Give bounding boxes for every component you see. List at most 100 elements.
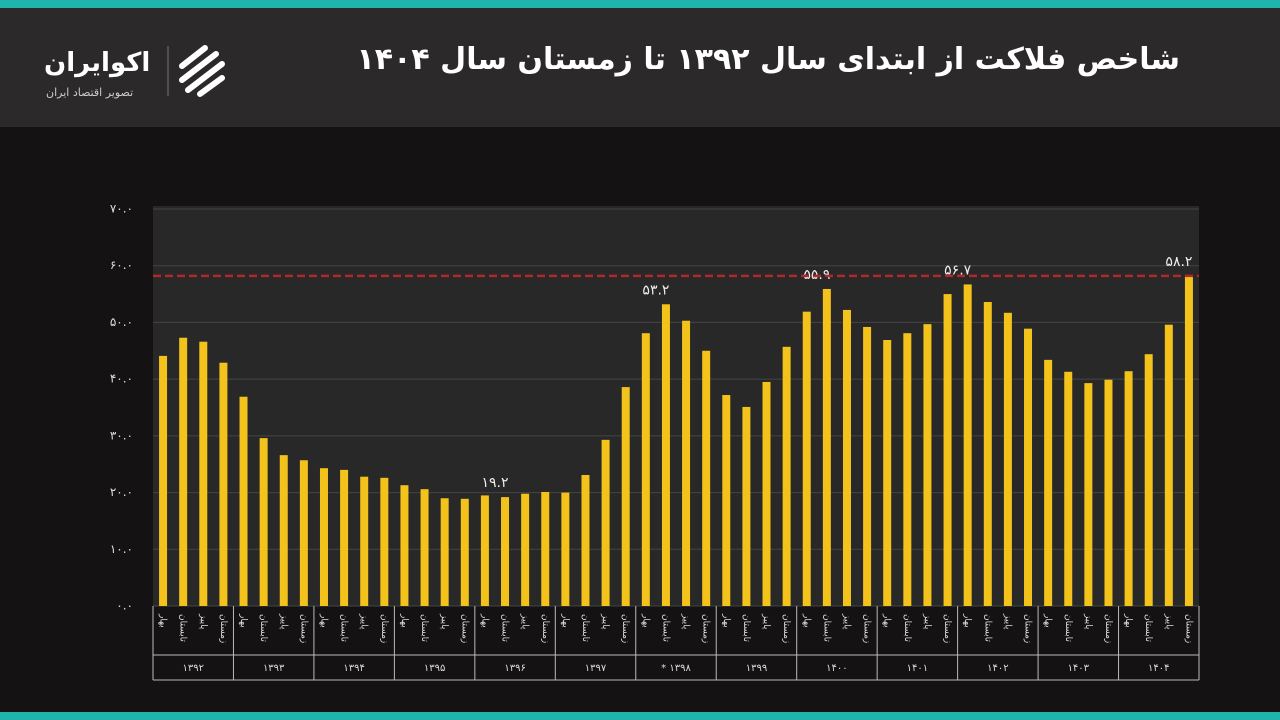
x-tick-label: پاییز — [600, 613, 610, 630]
y-tick-label: ۵۰.۰ — [110, 315, 133, 329]
bar — [842, 309, 851, 606]
bar — [943, 294, 952, 606]
x-tick-label: بهار — [479, 613, 489, 628]
bar — [420, 489, 429, 606]
bar — [561, 492, 570, 606]
x-tick-label: تابستان — [580, 614, 590, 642]
y-tick-label: ۴۰.۰ — [110, 372, 133, 386]
x-tick-label: زمستان — [379, 614, 389, 643]
x-tick-label: زمستان — [218, 614, 228, 643]
group-label: ۱۳۹۹ — [746, 663, 767, 674]
group-label: ۱۳۹۲ — [182, 663, 203, 674]
bar — [501, 497, 510, 606]
group-label: ۱۴۰۱ — [907, 663, 928, 674]
bar — [1003, 312, 1012, 606]
y-tick-label: ۷۰.۰ — [110, 202, 133, 216]
title: شاخص فلاکت از ابتدای سال ۱۳۹۲ تا زمستان … — [356, 42, 1180, 77]
group-label: ۱۳۹۷ — [585, 663, 607, 674]
y-tick-label: ۶۰.۰ — [110, 258, 133, 272]
bar — [1044, 359, 1053, 606]
y-tick-label: ۰.۰ — [116, 599, 133, 613]
tagline: تصویر اقتصاد ایران — [46, 86, 134, 99]
bar — [1164, 324, 1173, 606]
x-tick-label: زمستان — [781, 614, 791, 643]
x-tick-label: پاییز — [198, 613, 208, 630]
x-tick-label: بهار — [640, 613, 650, 628]
x-tick-label: پاییز — [278, 613, 288, 630]
bar — [1024, 328, 1033, 606]
bar — [380, 477, 389, 606]
x-tick-label: تابستان — [1063, 614, 1073, 642]
x-tick-label: بهار — [801, 613, 811, 628]
bar — [400, 485, 409, 606]
bar — [782, 346, 791, 606]
x-tick-label: زمستان — [298, 614, 308, 643]
x-tick-label: بهار — [238, 613, 248, 628]
x-tick-label: تابستان — [821, 614, 831, 642]
bar — [1104, 379, 1113, 606]
value-label: ۵۶.۷ — [944, 262, 971, 278]
bar — [179, 337, 188, 606]
bar — [521, 493, 530, 606]
x-tick-label: پاییز — [359, 613, 369, 630]
x-tick-label: بهار — [721, 613, 731, 628]
bar — [541, 492, 550, 606]
bar — [340, 469, 349, 606]
x-tick-label: تابستان — [1143, 614, 1153, 642]
x-tick-label: زمستان — [540, 614, 550, 643]
x-tick-label: بهار — [399, 613, 409, 628]
bottom-bar — [0, 712, 1280, 720]
bar — [360, 476, 369, 606]
x-tick-label: پاییز — [922, 613, 932, 630]
bar — [802, 311, 811, 606]
bar — [863, 326, 872, 606]
bar — [279, 455, 288, 606]
x-tick-label: بهار — [560, 613, 570, 628]
x-tick-label: زمستان — [1023, 614, 1033, 643]
bar — [983, 302, 992, 606]
group-label: ۱۴۰۲ — [987, 663, 1008, 674]
x-tick-label: زمستان — [1183, 614, 1193, 643]
bar — [1064, 371, 1073, 606]
bar — [1084, 383, 1093, 606]
x-tick-label: پاییز — [1002, 613, 1012, 630]
bar — [319, 468, 328, 606]
x-tick-label: زمستان — [942, 614, 952, 643]
logo — [167, 45, 225, 97]
x-tick-label: تابستان — [258, 614, 268, 642]
x-tick-label: پاییز — [1163, 613, 1173, 630]
group-label: ۱۳۹۴ — [343, 663, 364, 674]
x-tick-label: پاییز — [520, 613, 530, 630]
x-tick-label: زمستان — [1103, 614, 1113, 643]
x-tick-label: بهار — [318, 613, 328, 628]
value-label: ۵۸.۲ — [1165, 254, 1192, 270]
x-tick-label: پاییز — [681, 613, 691, 630]
brand: اکوایران — [44, 48, 151, 78]
x-tick-label: پاییز — [761, 613, 771, 630]
x-tick-label: تابستان — [419, 614, 429, 642]
x-tick-label: تابستان — [500, 614, 510, 642]
x-tick-label: تابستان — [902, 614, 912, 642]
x-tick-label: بهار — [158, 613, 168, 628]
x-tick-label: تابستان — [660, 614, 670, 642]
bar — [460, 498, 469, 606]
bar — [682, 320, 691, 606]
x-tick-label: زمستان — [862, 614, 872, 643]
group-label: ۱۴۰۴ — [1148, 663, 1169, 674]
bar — [641, 333, 650, 606]
bar — [702, 350, 711, 606]
bar — [661, 304, 670, 606]
bar — [762, 381, 771, 606]
y-tick-label: ۲۰.۰ — [110, 485, 133, 499]
group-label: ۱۳۹۸ * — [661, 663, 691, 674]
bar — [581, 474, 590, 606]
bar — [219, 362, 228, 606]
bar — [722, 395, 731, 606]
bar — [1184, 275, 1193, 606]
group-label: ۱۴۰۳ — [1068, 663, 1090, 674]
top-bar — [0, 0, 1280, 8]
y-tick-label: ۳۰.۰ — [110, 428, 133, 442]
x-tick-label: پاییز — [1083, 613, 1093, 630]
